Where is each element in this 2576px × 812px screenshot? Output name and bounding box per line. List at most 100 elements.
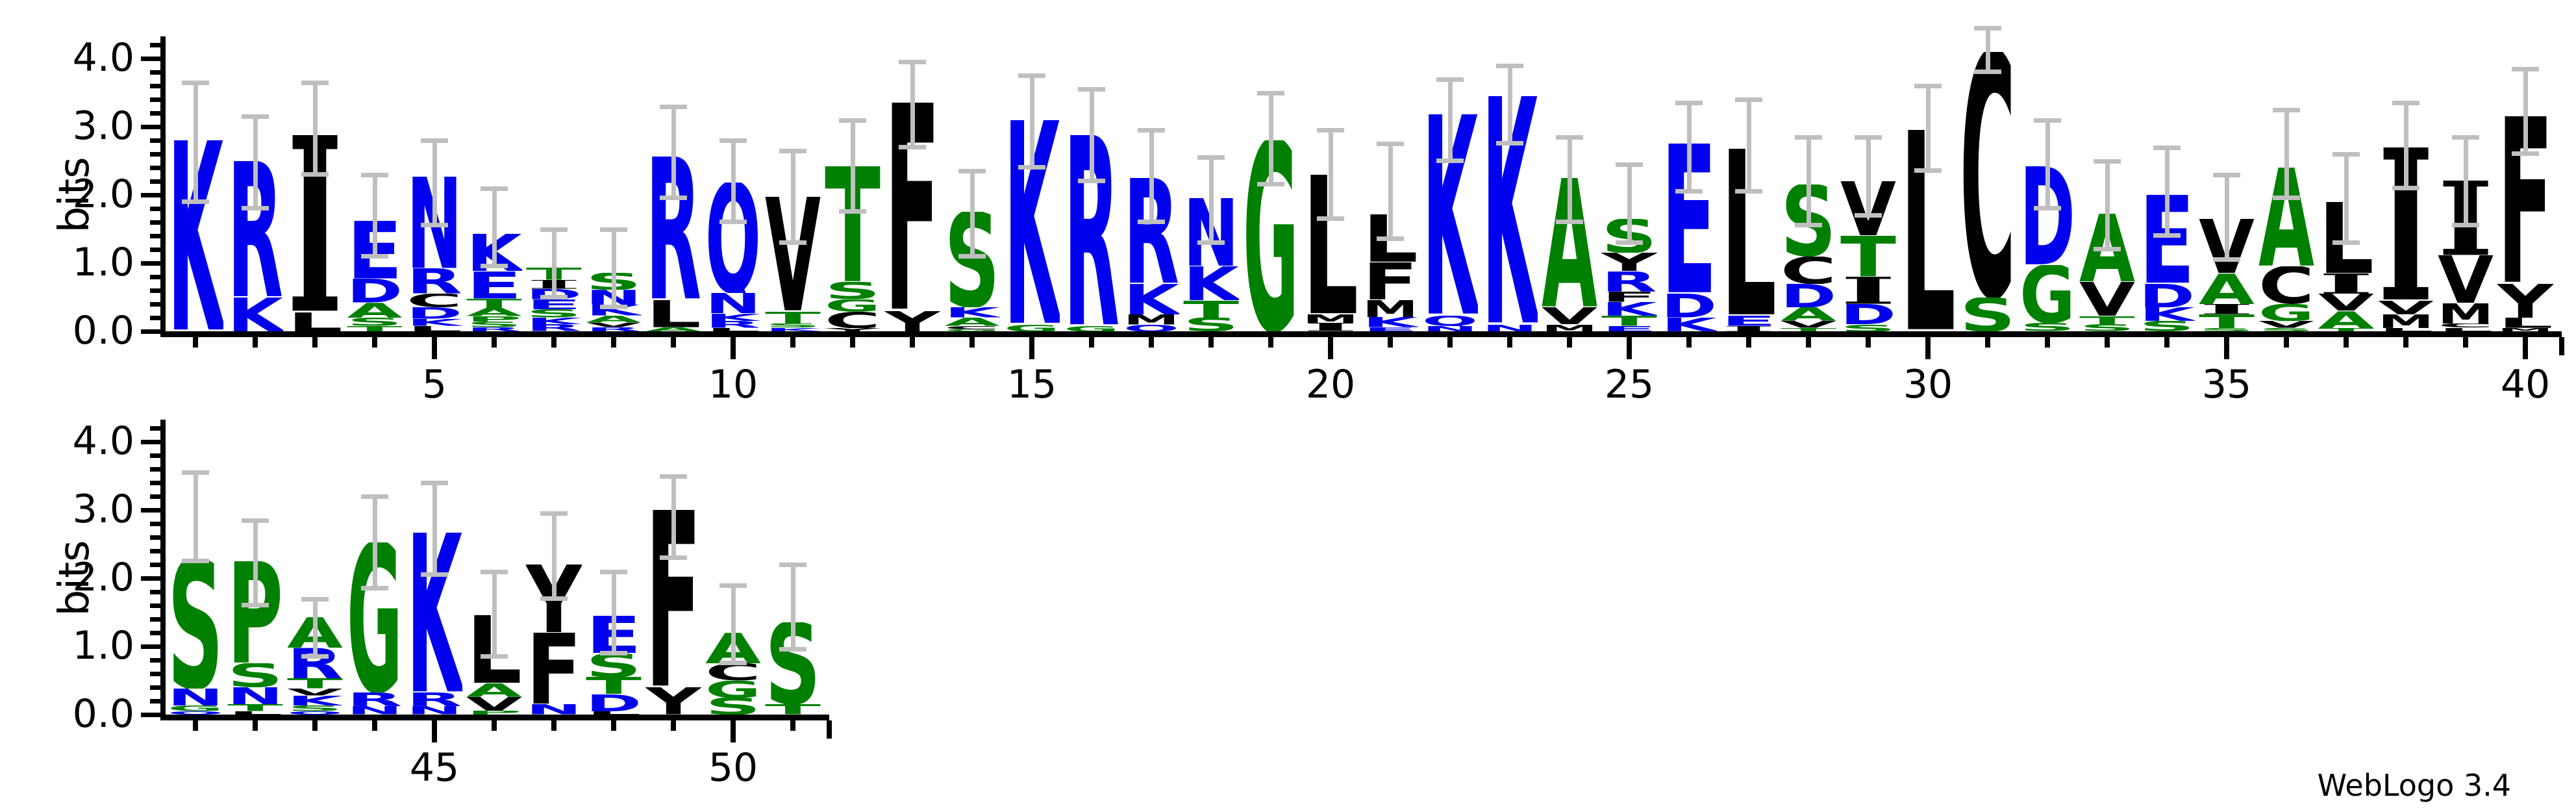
- svg-text:K: K: [2139, 307, 2195, 321]
- error-bar-cap-bottom-pos-18: [1197, 240, 1225, 245]
- y-major-tick: [141, 329, 160, 334]
- x-minor-tick: [790, 337, 795, 348]
- x-minor-tick: [969, 337, 975, 348]
- residue-V-pos-46: V: [466, 697, 522, 711]
- y-minor-tick: [150, 275, 160, 279]
- error-bar-line-pos-1: [193, 82, 198, 202]
- x-major-tick: [1627, 337, 1632, 359]
- error-bar-cap-bottom-pos-35: [2213, 257, 2240, 262]
- residue-S-pos-50: S: [705, 698, 761, 715]
- x-minor-tick: [1686, 337, 1692, 348]
- y-tick-label: 3.0: [72, 103, 134, 149]
- y-minor-tick: [150, 522, 160, 526]
- svg-text:A: A: [944, 318, 1000, 326]
- y-minor-tick: [150, 166, 160, 170]
- weblogo-credit: WebLogo 3.4: [2317, 768, 2511, 803]
- x-minor-tick: [312, 337, 318, 348]
- svg-text:K: K: [526, 318, 582, 325]
- error-bar-line-pos-18: [1208, 157, 1214, 243]
- y-tick-label: 4.0: [72, 35, 134, 81]
- svg-text:Y: Y: [825, 328, 881, 331]
- residue-L-pos-48: L: [586, 711, 642, 715]
- residue-M-pos-40: M: [2497, 328, 2553, 331]
- error-bar-line-pos-22: [1447, 79, 1453, 161]
- residue-G-pos-16: G: [1064, 326, 1119, 331]
- svg-text:Y: Y: [645, 687, 701, 715]
- residue-V-pos-24: V: [1542, 307, 1597, 324]
- error-bar-cap-top-pos-32: [2034, 118, 2061, 123]
- residue-C-pos-5: C: [406, 294, 462, 307]
- y-minor-tick: [150, 234, 160, 238]
- error-bar-cap-top-pos-24: [1556, 134, 1583, 140]
- svg-text:I: I: [1721, 326, 1777, 331]
- svg-text:S: S: [347, 318, 403, 326]
- error-bar-line-pos-6: [492, 188, 497, 267]
- residue-V-pos-38: V: [2378, 301, 2434, 314]
- residue-I-pos-29: I: [1840, 277, 1896, 304]
- residue-T-pos-18: T: [1183, 301, 1239, 318]
- x-tick-label: 20: [1305, 362, 1356, 407]
- svg-text:C: C: [1960, 52, 2016, 298]
- y-minor-tick: [150, 672, 160, 676]
- residue-M-pos-24: M: [1542, 325, 1597, 332]
- x-tick-label: 15: [1007, 362, 1057, 407]
- residue-S-pos-18: S: [1183, 318, 1239, 331]
- svg-text:T: T: [765, 312, 821, 324]
- error-bar-cap-top-pos-35: [2213, 172, 2240, 177]
- residue-E-pos-6: E: [466, 272, 522, 299]
- error-bar-line-pos-37: [2344, 154, 2349, 243]
- residue-Y-pos-13: Y: [884, 311, 940, 332]
- error-bar-cap-bottom-pos-10: [719, 220, 747, 224]
- residue-V-pos-37: V: [2318, 294, 2374, 311]
- residue-M-pos-21: M: [1362, 300, 1418, 317]
- x-axis-end-tick: [827, 720, 832, 739]
- residue-A-pos-28: A: [1781, 307, 1836, 321]
- residue-T-pos-51: T: [765, 704, 821, 715]
- svg-text:V: V: [2258, 321, 2314, 328]
- residue-C-pos-39: C: [2438, 324, 2494, 327]
- error-bar-cap-top-pos-18: [1197, 155, 1225, 160]
- x-minor-tick: [1089, 337, 1094, 348]
- svg-text:S: S: [586, 653, 642, 678]
- svg-text:A: A: [586, 316, 642, 323]
- svg-text:K: K: [287, 696, 343, 706]
- residue-G-pos-12: G: [825, 299, 881, 312]
- error-bar-cap-bottom-pos-31: [1974, 70, 2001, 74]
- y-minor-tick: [150, 152, 160, 157]
- y-minor-tick: [150, 494, 160, 499]
- svg-text:E: E: [1362, 327, 1418, 331]
- residue-A-pos-4: A: [347, 303, 403, 318]
- x-tick-label: 45: [409, 745, 460, 791]
- svg-text:A: A: [2199, 273, 2255, 304]
- error-bar-line-pos-10: [731, 140, 736, 222]
- svg-text:E: E: [466, 272, 522, 299]
- svg-text:K: K: [586, 305, 642, 316]
- residue-E-pos-21: E: [1362, 327, 1418, 331]
- error-bar-cap-top-pos-20: [1317, 128, 1344, 133]
- error-bar-cap-bottom-pos-11: [779, 240, 807, 245]
- residue-S-pos-33: S: [2079, 324, 2135, 331]
- svg-text:S: S: [227, 663, 283, 687]
- y-minor-tick: [150, 563, 160, 567]
- y-minor-tick: [150, 207, 160, 211]
- svg-text:T: T: [227, 704, 283, 711]
- error-bar-cap-top-pos-46: [481, 569, 508, 574]
- svg-text:T: T: [466, 299, 522, 309]
- residue-T-pos-33: T: [2079, 316, 2135, 325]
- error-bar-cap-bottom-pos-7: [540, 294, 568, 299]
- residue-S-pos-36: S: [2258, 328, 2314, 331]
- residue-T-pos-29: T: [1840, 236, 1896, 277]
- residue-I-pos-20: I: [1303, 323, 1358, 331]
- residue-V-pos-28: V: [1781, 321, 1836, 328]
- svg-text:S: S: [1960, 298, 2016, 332]
- error-bar-cap-bottom-pos-17: [1138, 220, 1165, 224]
- residue-F-pos-47: F: [526, 633, 582, 704]
- svg-text:C: C: [2438, 324, 2494, 327]
- svg-text:L: L: [287, 312, 343, 331]
- y-minor-tick: [150, 220, 160, 225]
